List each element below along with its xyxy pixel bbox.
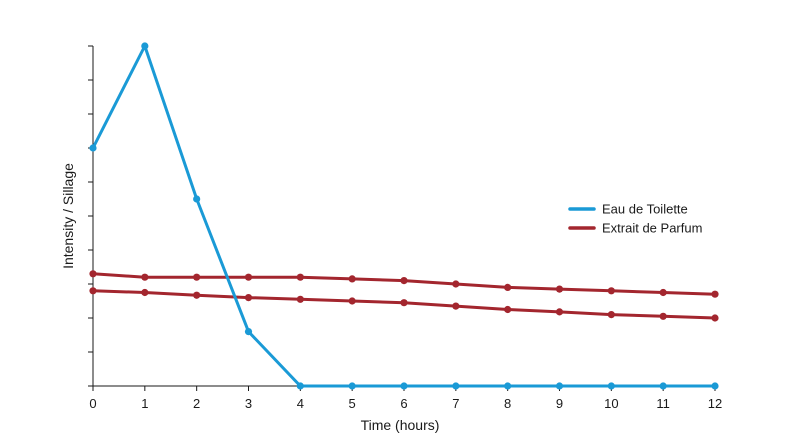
y-axis-title: Intensity / Sillage <box>60 163 76 269</box>
data-point <box>555 382 564 390</box>
data-point <box>711 290 719 298</box>
data-point <box>504 305 512 314</box>
data-point <box>296 295 304 303</box>
data-point <box>244 328 253 336</box>
data-point <box>348 382 356 390</box>
x-tick-label: 7 <box>452 396 459 411</box>
x-tick-label: 6 <box>400 396 407 411</box>
x-tick-label: 11 <box>656 396 670 411</box>
x-tick-label: 9 <box>556 396 563 411</box>
legend-item: Extrait de Parfum <box>568 221 702 236</box>
data-point <box>400 382 408 390</box>
data-point <box>296 273 304 281</box>
data-point <box>659 288 667 297</box>
x-tick-label: 5 <box>349 396 356 411</box>
data-point <box>711 314 719 322</box>
legend: Eau de Toilette Extrait de Parfum <box>568 202 702 236</box>
y-ticks <box>88 45 93 387</box>
data-point <box>89 144 97 152</box>
x-ticks: 0 1 2 3 4 5 6 7 8 9 10 11 12 <box>89 386 722 411</box>
x-tick-label: 8 <box>504 396 511 411</box>
data-point <box>400 299 408 307</box>
x-tick-label: 2 <box>193 396 200 411</box>
data-point <box>659 312 667 320</box>
series-layer <box>89 42 719 390</box>
data-point <box>607 287 615 295</box>
data-point <box>452 302 460 310</box>
data-point <box>607 382 615 390</box>
data-point <box>607 311 615 319</box>
data-point <box>348 275 356 283</box>
x-tick-label: 4 <box>297 396 304 411</box>
series-extrait-de-parfum <box>89 270 719 298</box>
data-point <box>400 277 408 285</box>
data-point <box>89 287 97 295</box>
data-point <box>244 294 253 302</box>
data-point <box>659 382 667 390</box>
data-point <box>89 270 97 278</box>
data-point <box>141 288 149 297</box>
data-point <box>193 273 201 281</box>
x-tick-label: 3 <box>245 396 252 411</box>
x-tick-label: 12 <box>708 396 722 411</box>
x-tick-label: 10 <box>604 396 618 411</box>
data-point <box>141 42 149 50</box>
data-point <box>504 382 512 390</box>
data-point <box>348 297 356 305</box>
data-point <box>555 308 564 316</box>
data-point <box>244 273 253 281</box>
series-extrait-de-parfum <box>89 287 719 322</box>
legend-label: Eau de Toilette <box>602 202 688 217</box>
data-point <box>504 283 512 291</box>
legend-item: Eau de Toilette <box>568 202 688 217</box>
x-tick-label: 1 <box>141 396 148 411</box>
data-point <box>193 195 201 203</box>
data-point <box>711 382 719 390</box>
data-point <box>141 273 149 281</box>
data-point <box>296 382 304 390</box>
data-point <box>452 382 460 390</box>
series-eau-de-toilette <box>89 42 719 390</box>
data-point <box>555 285 564 293</box>
data-point <box>452 280 460 288</box>
legend-label: Extrait de Parfum <box>602 221 702 236</box>
x-axis-title: Time (hours) <box>361 417 440 433</box>
data-point <box>193 291 201 299</box>
x-tick-label: 0 <box>89 396 96 411</box>
